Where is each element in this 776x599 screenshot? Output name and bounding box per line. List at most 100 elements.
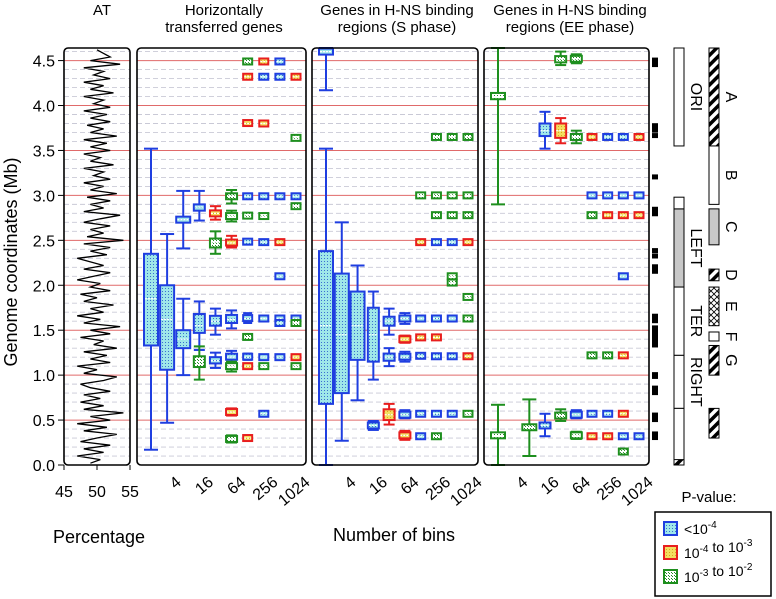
box-hgt-1024-blue [290, 192, 302, 201]
box-ee-32-green [554, 50, 568, 67]
box-hgt-64-green [225, 434, 239, 444]
box-ee-512-green [617, 447, 629, 456]
title-line-1: Genes in H-NS binding [320, 2, 473, 19]
frame-s [311, 47, 479, 466]
title-hgt: Horizontally transferred genes [165, 2, 283, 36]
at-x-tick-label: 50 [88, 484, 106, 501]
y-tick-label: 1.0 [33, 368, 55, 385]
box-hgt-128-red [242, 434, 254, 443]
box-s-32-blue [382, 307, 396, 336]
macrodomain-bottom-hatch [673, 459, 685, 466]
box-body [538, 122, 552, 138]
box-hgt-64-red [225, 234, 239, 249]
box-body [318, 250, 334, 405]
hns-site-mark [652, 435, 658, 441]
hns-site-mark [652, 412, 658, 418]
legend-base: 10 [728, 563, 744, 579]
region-label: E [722, 301, 739, 312]
box-s-64-red [398, 429, 412, 441]
hns-site-mark [652, 123, 658, 129]
bin-x-tick-label: 16 [366, 474, 391, 499]
box-s-1024-green [462, 211, 474, 220]
hns-site-mark [652, 329, 658, 335]
box-s-1024-red [462, 352, 474, 361]
box-s-2-blue [318, 147, 334, 466]
at-x-tick-label: 55 [121, 484, 139, 501]
x-label-percentage: Percentage [53, 527, 145, 547]
box-s-256-green [430, 191, 442, 200]
box-hgt-2-blue [143, 147, 159, 451]
box-ee-1024-blue [633, 432, 645, 441]
macrodomain-label: RIGHT [687, 357, 704, 407]
box-hgt-16-blue [192, 189, 206, 222]
box-hgt-1024-green [290, 362, 302, 371]
box-s-128-red [415, 238, 427, 247]
legend-label-blue: <10-4 [684, 520, 717, 537]
hns-site-mark [652, 325, 658, 331]
macrodomain-ori [673, 47, 685, 147]
region-label: B [722, 170, 739, 181]
box-hgt-16-blue [192, 300, 206, 351]
box-s-64-blue [398, 350, 412, 363]
box-s-256-blue [430, 314, 442, 323]
region-bar-E [708, 286, 720, 327]
y-tick-label: 2.0 [33, 278, 55, 295]
box-ee-64-green [569, 129, 583, 145]
hns-site-mark [652, 211, 658, 217]
box-hgt-128-red [242, 119, 254, 128]
box-s-512-blue [446, 238, 458, 247]
box-s-256-green [430, 132, 442, 141]
box-ee-32-green [554, 408, 568, 422]
box-hgt-1024-red [290, 72, 302, 81]
box-s-32-red [382, 402, 396, 426]
box-ee-128-red [586, 432, 598, 441]
box-ee-2-green [490, 47, 506, 206]
region-bar-F [708, 331, 720, 342]
y-tick-label: 1.5 [33, 323, 55, 340]
bin-x-tick-label: 16 [538, 474, 563, 499]
y-tick-labels: 0.0 0.5 1.0 1.5 2.0 2.5 3.0 3.5 4.0 4.5 [33, 54, 64, 475]
region-bar-A [708, 47, 720, 147]
legend-swatch-green [663, 569, 678, 584]
box-hgt-256-blue [258, 72, 270, 81]
box-ee-128-green [586, 351, 598, 360]
box-hgt-128-blue [242, 192, 254, 201]
box-ee-512-red [617, 409, 629, 418]
box-s-256-green [430, 432, 442, 441]
region-bar-7 [708, 407, 720, 439]
box-s-4-blue [333, 221, 350, 442]
title-line-2: regions (S phase) [338, 19, 456, 36]
legend-text: to [708, 539, 727, 555]
region-label: F [722, 332, 739, 342]
legend-base: 10 [692, 521, 708, 537]
macrodomain-bars: ORI LEFT TER RIGHT A B C D E F G [652, 47, 739, 466]
box-hgt-512-blue [274, 72, 286, 81]
box-hgt-128-blue [242, 312, 254, 325]
box-hgt-64-green [225, 188, 239, 205]
box-s-512-blue [446, 314, 458, 323]
box-hgt-1024-green [290, 202, 302, 211]
hns-site-mark [652, 373, 658, 379]
box-s-512-green [446, 278, 458, 287]
legend-base: 10 [684, 545, 700, 561]
bin-x-tick-label: 1024 [275, 474, 313, 510]
bin-x-tick-label: 64 [225, 474, 250, 499]
box-ee-512-blue [617, 432, 629, 441]
box-s-256-blue [430, 352, 442, 361]
gridlines [64, 51, 649, 457]
title-ee: Genes in H-NS binding regions (EE phase) [493, 2, 646, 36]
box-hgt-128-blue [242, 352, 254, 361]
box-hgt-32-blue [208, 351, 222, 369]
box-ee-512-blue [617, 272, 629, 281]
box-hgt-256-blue [258, 238, 270, 247]
box-ee-512-red [617, 351, 629, 360]
box-hgt-16-green [192, 345, 206, 381]
box-hgt-64-green [225, 360, 239, 373]
box-s-128-blue [415, 351, 427, 360]
macrodomain-left [673, 208, 685, 288]
y-tick-label: 2.5 [33, 233, 55, 250]
legend-text: to [708, 563, 727, 579]
box-s-8-blue [349, 264, 366, 402]
